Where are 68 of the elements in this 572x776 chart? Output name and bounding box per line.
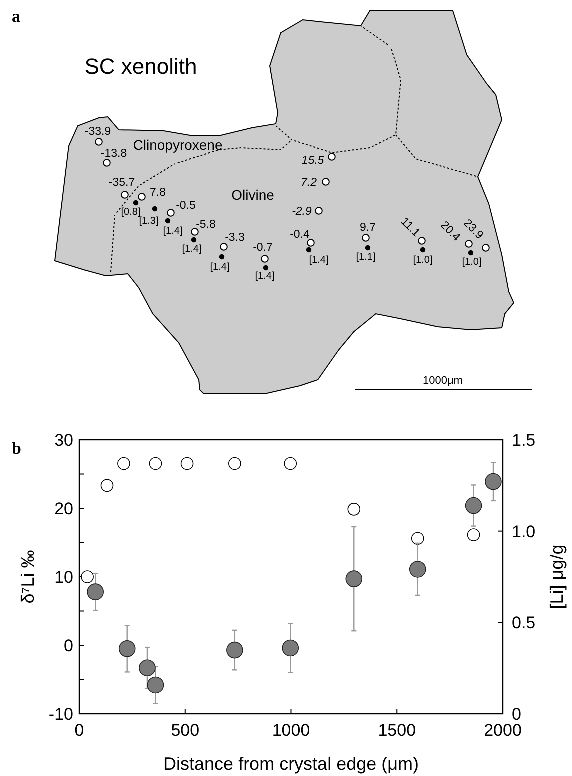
y-tick-label: 30 — [54, 431, 74, 450]
x-tick-label: 2000 — [484, 721, 522, 740]
x-tick-label: 500 — [171, 721, 200, 740]
y-tick-label: -10 — [48, 705, 74, 724]
point — [467, 528, 480, 542]
text: 9.7 — [360, 222, 376, 234]
text: 1000μm — [423, 375, 463, 387]
point — [465, 497, 482, 514]
y-tick-label: 10 — [54, 568, 74, 587]
point — [180, 457, 194, 470]
chart-title: b — [12, 439, 22, 458]
text: -13.8 — [100, 148, 128, 160]
point — [81, 570, 94, 584]
text: -3.3 — [225, 232, 245, 244]
x-tick-label: 1000 — [272, 721, 310, 740]
text: SC xenolith — [84, 54, 198, 79]
point — [149, 457, 162, 470]
text: 7.8 — [150, 187, 166, 199]
text: [1.1] — [356, 252, 376, 263]
text: 15.5 — [302, 155, 325, 167]
y2-tick-label: 1.5 — [512, 431, 536, 450]
text: -33.9 — [84, 126, 112, 138]
point — [485, 473, 502, 490]
text: Olivine — [232, 187, 275, 203]
point — [409, 561, 426, 578]
text: [1.0] — [462, 257, 482, 268]
point — [118, 457, 130, 470]
text: 23.9 — [461, 218, 486, 242]
text: [1.4] — [255, 271, 275, 282]
text: -2.9 — [292, 206, 313, 218]
text: [0.8] — [121, 207, 141, 218]
text: -5.8 — [196, 219, 216, 231]
text: [1.4] — [210, 262, 230, 273]
y2-tick-label: 1.0 — [512, 522, 536, 542]
text: [1.4] — [182, 244, 202, 255]
y-tick-label: 20 — [54, 500, 74, 518]
text: a — [12, 7, 21, 26]
point — [346, 570, 363, 588]
text: -0.4 — [290, 229, 311, 241]
y-axis-title: δ⁷Li ‰ — [18, 550, 38, 604]
text: 7.2 — [301, 177, 318, 189]
point — [226, 642, 244, 659]
point — [348, 503, 361, 516]
text: [1.0] — [413, 255, 433, 266]
x-axis-title: Distance from crystal edge (μm) — [164, 754, 419, 774]
text: [1.4] — [163, 226, 183, 237]
point — [100, 479, 114, 492]
point — [228, 457, 242, 470]
y2-axis-title: [Li] μg/g — [547, 544, 567, 610]
point — [284, 457, 298, 470]
text: 11.1 — [398, 216, 422, 240]
text: [1.4] — [309, 255, 329, 266]
text: -0.5 — [176, 200, 196, 212]
point — [147, 676, 164, 694]
y2-tick-label: 0.5 — [512, 614, 536, 633]
y-tick-label: 0 — [64, 636, 74, 656]
point — [282, 640, 300, 657]
point — [87, 584, 104, 600]
text: 20.4 — [438, 220, 463, 244]
point — [118, 640, 136, 658]
text: -0.7 — [253, 242, 273, 254]
point — [411, 532, 424, 546]
text: [1.3] — [139, 216, 159, 227]
point — [139, 660, 156, 677]
y2-tick-label: 0 — [512, 705, 522, 724]
text: -35.7 — [108, 177, 136, 189]
x-tick-label: 1500 — [378, 721, 416, 740]
text: Clinopyroxene — [133, 137, 223, 153]
